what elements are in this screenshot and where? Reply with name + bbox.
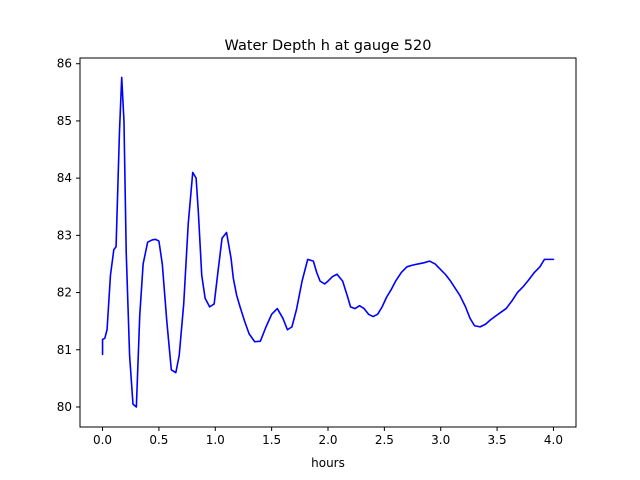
- x-tick-label: 1.0: [206, 433, 225, 447]
- y-tick-label: 83: [57, 228, 72, 242]
- y-tick-label: 84: [57, 171, 72, 185]
- plot-area: 0.0 0.5 1.0 1.5 2.0 2.5 3.0 3.5 4.0 80 81 82 83 84 85…: [57, 57, 577, 447]
- chart-title: Water Depth h at gauge 520: [225, 38, 432, 54]
- y-tick-label: 86: [57, 57, 72, 71]
- x-tick-label: 0.5: [149, 433, 168, 447]
- y-tick-label: 80: [57, 400, 72, 414]
- x-tick-label: 2.0: [318, 433, 337, 447]
- x-axis-label: hours: [311, 456, 345, 470]
- series-line: [101, 76, 555, 408]
- series-group: [101, 76, 555, 408]
- axes-frame: [79, 57, 577, 428]
- x-tick-label: 0.0: [93, 433, 112, 447]
- y-tick-label: 82: [57, 286, 72, 300]
- x-axis-ticks: 0.0 0.5 1.0 1.5 2.0 2.5 3.0 3.5 4.0: [93, 427, 563, 447]
- x-tick-label: 4.0: [544, 433, 563, 447]
- x-tick-label: 3.0: [431, 433, 450, 447]
- x-tick-label: 1.5: [262, 433, 281, 447]
- x-tick-label: 3.5: [488, 433, 507, 447]
- x-tick-label: 2.5: [375, 433, 394, 447]
- y-axis-ticks: 80 81 82 83 84 85 86: [57, 57, 80, 414]
- y-tick-label: 85: [57, 114, 72, 128]
- y-tick-label: 81: [57, 343, 72, 357]
